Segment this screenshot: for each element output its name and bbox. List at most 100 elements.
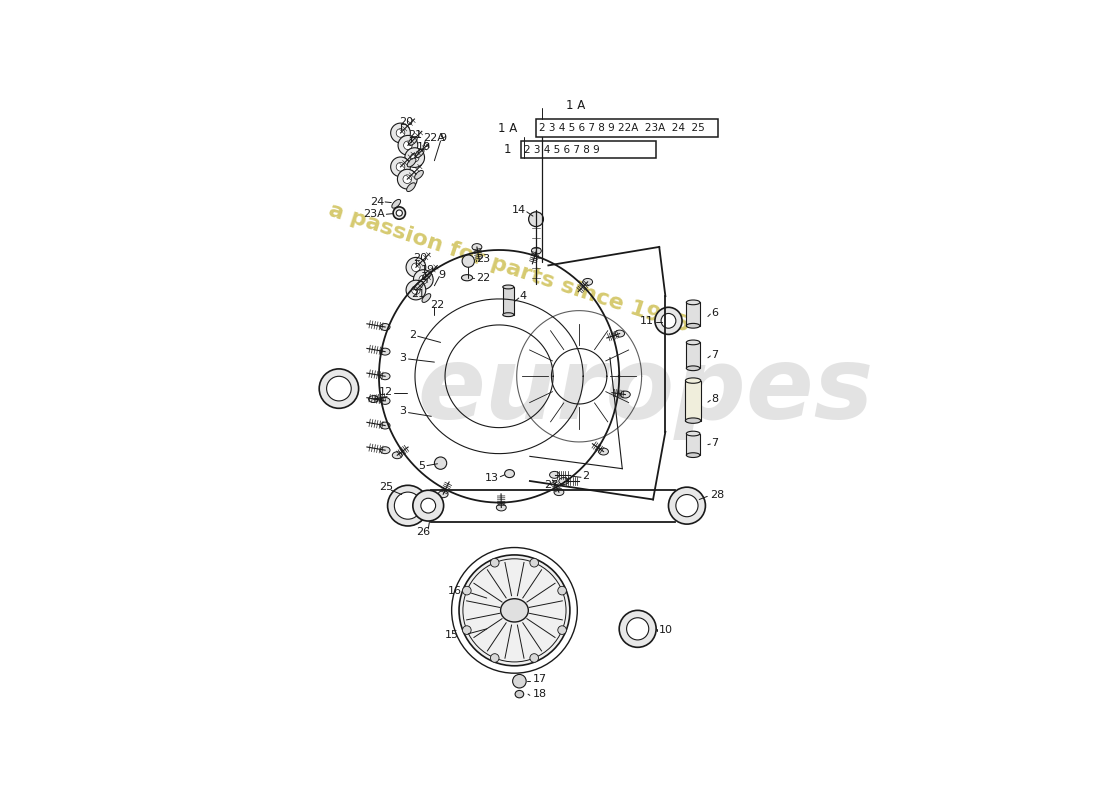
Ellipse shape — [407, 158, 416, 167]
Circle shape — [558, 586, 566, 595]
Ellipse shape — [381, 373, 390, 380]
Text: 15: 15 — [446, 630, 459, 640]
Text: 2: 2 — [409, 330, 416, 340]
Ellipse shape — [368, 396, 378, 402]
Circle shape — [406, 280, 426, 300]
Text: 16: 16 — [448, 586, 462, 596]
Text: 14: 14 — [512, 205, 526, 215]
Bar — [685, 381, 701, 421]
Text: 4: 4 — [519, 291, 527, 302]
Text: 1 A: 1 A — [498, 122, 517, 134]
Text: 22: 22 — [430, 301, 444, 310]
Ellipse shape — [615, 330, 625, 337]
Ellipse shape — [515, 690, 524, 698]
Text: 7: 7 — [712, 350, 718, 360]
Bar — [686, 302, 700, 326]
Text: 1 A: 1 A — [566, 99, 585, 112]
Text: a passion for parts since 1985: a passion for parts since 1985 — [327, 201, 693, 337]
Text: 8: 8 — [712, 394, 718, 404]
Ellipse shape — [550, 471, 560, 478]
Circle shape — [462, 586, 471, 595]
Circle shape — [411, 263, 420, 271]
Ellipse shape — [559, 478, 569, 485]
Text: 3: 3 — [399, 353, 407, 363]
Circle shape — [404, 141, 412, 150]
Text: 9: 9 — [438, 270, 446, 280]
Text: 22: 22 — [476, 273, 491, 282]
Circle shape — [414, 270, 433, 290]
Text: 20: 20 — [398, 118, 412, 127]
Text: 11: 11 — [640, 316, 654, 326]
Circle shape — [513, 674, 526, 688]
Circle shape — [675, 494, 698, 517]
Ellipse shape — [407, 182, 416, 191]
Bar — [503, 287, 514, 314]
Text: 2 3 4 5 6 7 8 9 22A  23A  24  25: 2 3 4 5 6 7 8 9 22A 23A 24 25 — [539, 123, 705, 133]
Text: 19: 19 — [421, 265, 434, 274]
Ellipse shape — [686, 340, 700, 345]
Ellipse shape — [415, 282, 424, 290]
Text: 2 3 4 5 6 7 8 9: 2 3 4 5 6 7 8 9 — [524, 145, 600, 154]
Bar — [686, 434, 700, 455]
Circle shape — [396, 162, 405, 171]
Circle shape — [459, 555, 570, 666]
Text: 19: 19 — [417, 142, 431, 152]
Text: 13: 13 — [484, 473, 498, 483]
Text: 21: 21 — [408, 130, 422, 140]
Circle shape — [669, 487, 705, 524]
Circle shape — [530, 558, 539, 567]
Circle shape — [411, 286, 420, 294]
Text: 18: 18 — [532, 689, 547, 699]
Ellipse shape — [685, 378, 701, 383]
Ellipse shape — [503, 313, 514, 317]
Ellipse shape — [686, 453, 700, 458]
Circle shape — [462, 626, 471, 634]
Text: 6: 6 — [712, 308, 718, 318]
Ellipse shape — [415, 149, 424, 158]
Circle shape — [462, 255, 474, 267]
Circle shape — [529, 212, 543, 226]
Ellipse shape — [393, 452, 403, 458]
Text: 10: 10 — [659, 625, 673, 635]
Circle shape — [393, 207, 406, 219]
Circle shape — [654, 307, 682, 334]
Circle shape — [394, 492, 421, 519]
Ellipse shape — [381, 398, 390, 404]
Ellipse shape — [686, 366, 700, 370]
Ellipse shape — [408, 137, 417, 146]
Circle shape — [530, 654, 539, 662]
Ellipse shape — [381, 348, 390, 355]
Ellipse shape — [500, 598, 528, 622]
Text: 25: 25 — [378, 482, 393, 492]
Text: 9: 9 — [439, 133, 447, 143]
Bar — [520, 141, 656, 158]
Ellipse shape — [686, 323, 700, 328]
Ellipse shape — [554, 489, 564, 495]
Text: 22A: 22A — [424, 133, 446, 143]
Circle shape — [491, 654, 499, 662]
Circle shape — [491, 558, 499, 567]
Circle shape — [390, 157, 410, 177]
Circle shape — [396, 129, 405, 138]
Ellipse shape — [381, 323, 390, 330]
Circle shape — [406, 258, 426, 277]
Ellipse shape — [392, 199, 400, 208]
Text: 12: 12 — [378, 386, 393, 397]
Circle shape — [434, 457, 447, 470]
Circle shape — [387, 486, 428, 526]
Text: 7: 7 — [712, 438, 718, 448]
Bar — [536, 119, 717, 137]
Ellipse shape — [438, 490, 448, 498]
Text: europes: europes — [417, 343, 873, 440]
Ellipse shape — [620, 391, 630, 398]
Ellipse shape — [422, 294, 431, 302]
Text: 20: 20 — [412, 253, 427, 263]
Circle shape — [619, 610, 656, 647]
Circle shape — [390, 123, 410, 143]
Ellipse shape — [598, 448, 608, 455]
Text: 1: 1 — [504, 143, 512, 156]
Bar — [686, 342, 700, 368]
Circle shape — [410, 154, 419, 162]
Text: 3: 3 — [399, 406, 407, 416]
Ellipse shape — [422, 271, 431, 280]
